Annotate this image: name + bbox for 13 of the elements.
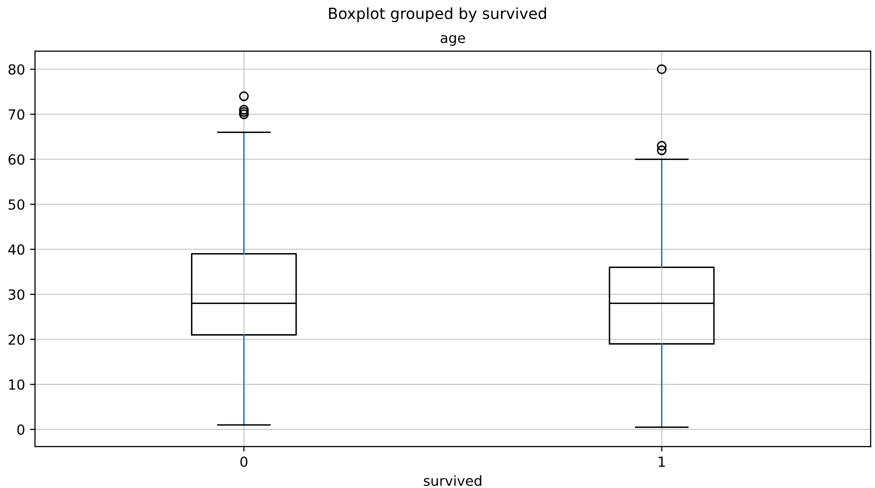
y-tick-label: 40 [8,244,24,255]
y-tick-label: 30 [8,289,24,300]
chart-title: Boxplot grouped by survived [329,7,546,22]
x-tick-label: 1 [658,456,665,467]
y-tick-label: 10 [9,379,24,390]
y-tick-label: 60 [8,154,24,165]
y-tick-label: 20 [8,334,24,345]
y-tick-label: 50 [8,199,24,210]
y-tick-label: 70 [8,109,24,120]
chart-subtitle: age [440,35,466,46]
y-tick-label: 0 [17,424,24,435]
x-axis-title: survived [424,475,482,486]
y-tick-label: 80 [8,64,24,75]
